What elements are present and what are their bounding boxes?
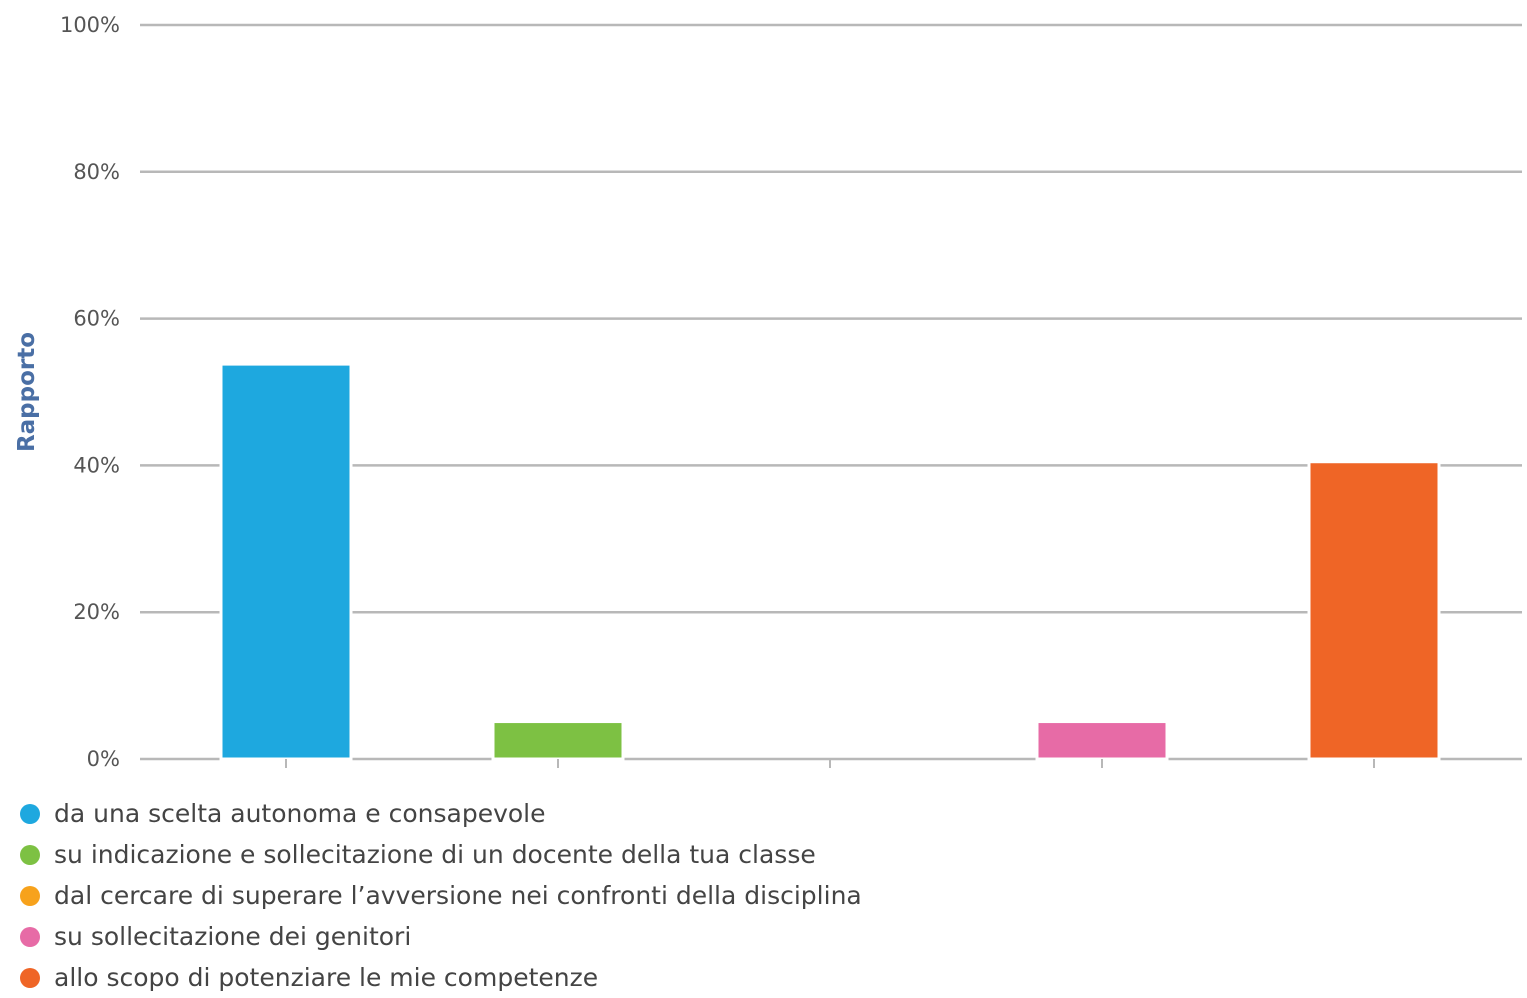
legend-item[interactable]: su sollecitazione dei genitori	[20, 916, 920, 957]
legend-dot-icon	[20, 926, 40, 947]
bar[interactable]	[219, 362, 353, 761]
legend-dot-icon	[20, 844, 40, 865]
bar[interactable]	[1035, 720, 1169, 761]
bar[interactable]	[491, 720, 625, 761]
y-tick-label: 80%	[73, 160, 120, 184]
bars	[219, 362, 1441, 761]
legend-label: da una scelta autonoma e consapevole	[54, 799, 546, 828]
legend-dot-icon	[20, 803, 40, 824]
y-tick-label: 60%	[73, 307, 120, 331]
bar[interactable]	[1307, 460, 1441, 761]
legend-label: su indicazione e sollecitazione di un do…	[54, 840, 816, 869]
legend-item[interactable]: su indicazione e sollecitazione di un do…	[20, 834, 920, 875]
legend-label: dal cercare di superare l’avversione nei…	[54, 881, 862, 910]
y-tick-labels: 0% 20% 40% 60% 80% 100%	[60, 13, 120, 771]
y-tick-label: 20%	[73, 600, 120, 624]
legend-item[interactable]: da una scelta autonoma e consapevole	[20, 793, 920, 834]
y-axis-title: Rapporto	[14, 332, 40, 452]
y-tick-label: 100%	[60, 13, 120, 37]
legend-label: allo scopo di potenziare le mie competen…	[54, 963, 599, 992]
legend: da una scelta autonoma e consapevole su i…	[20, 793, 920, 998]
y-tick-label: 0%	[87, 747, 120, 771]
x-axis-ticks	[285, 759, 1375, 768]
legend-item[interactable]: dal cercare di superare l’avversione nei…	[20, 875, 920, 916]
legend-label: su sollecitazione dei genitori	[54, 922, 412, 951]
y-tick-label: 40%	[73, 453, 120, 477]
legend-dot-icon	[20, 967, 40, 988]
legend-dot-icon	[20, 885, 40, 906]
gridlines	[140, 23, 1522, 761]
legend-item[interactable]: allo scopo di potenziare le mie competen…	[20, 957, 920, 998]
